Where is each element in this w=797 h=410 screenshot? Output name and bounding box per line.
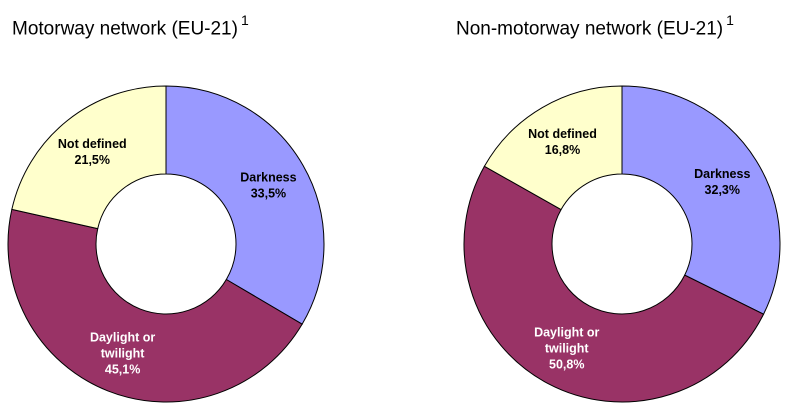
data-label-darkness: 33,5% (251, 186, 286, 200)
data-label-daylight-or-twilight: 45,1% (105, 363, 140, 377)
chart-title-footnote: 1 (240, 12, 249, 28)
slice-label-daylight-or-twilight: Daylight or (534, 325, 599, 339)
slice-label-daylight-or-twilight: twilight (545, 341, 590, 355)
slice-label-daylight-or-twilight: Daylight or (90, 331, 155, 345)
non-motorway-chart: Non-motorway network (EU-21) 1 Darkness 32… (398, 0, 797, 410)
data-label-darkness: 32,3% (705, 183, 740, 197)
slice-darkness (621, 85, 781, 315)
chart-title-footnote: 1 (726, 12, 734, 28)
chart-title-text: Non-motorway network (EU-21) (456, 18, 724, 40)
slice-label-not-defined: Not defined (58, 137, 127, 151)
slice-darkness (165, 85, 325, 325)
chart-title: Motorway network (EU-21) 1 (12, 12, 249, 40)
slice-label-daylight-or-twilight: twilight (101, 347, 146, 361)
motorway-donut: Darkness 33,5% Daylight or twilight 45,1% Not… (7, 85, 325, 403)
non-motorway-donut: Darkness 32,3% Daylight or twilight 50,8% Not… (463, 85, 781, 403)
slice-label-darkness: Darkness (694, 167, 750, 181)
data-label-not-defined: 16,8% (545, 143, 580, 157)
chart-title: Non-motorway network (EU-21) 1 (456, 12, 734, 40)
chart-title-text: Motorway network (EU-21) (12, 18, 238, 40)
slice-daylight-or-twilight (7, 208, 303, 403)
slice-not-defined (11, 85, 167, 230)
motorway-chart: Motorway network (EU-21) 1 Darkness 33,5% D… (0, 0, 398, 410)
slice-label-not-defined: Not defined (528, 127, 597, 141)
slice-not-defined (483, 85, 623, 211)
data-label-not-defined: 21,5% (75, 153, 110, 167)
data-label-daylight-or-twilight: 50,8% (549, 357, 584, 371)
slice-daylight-or-twilight (463, 165, 765, 403)
slice-label-darkness: Darkness (240, 170, 296, 184)
